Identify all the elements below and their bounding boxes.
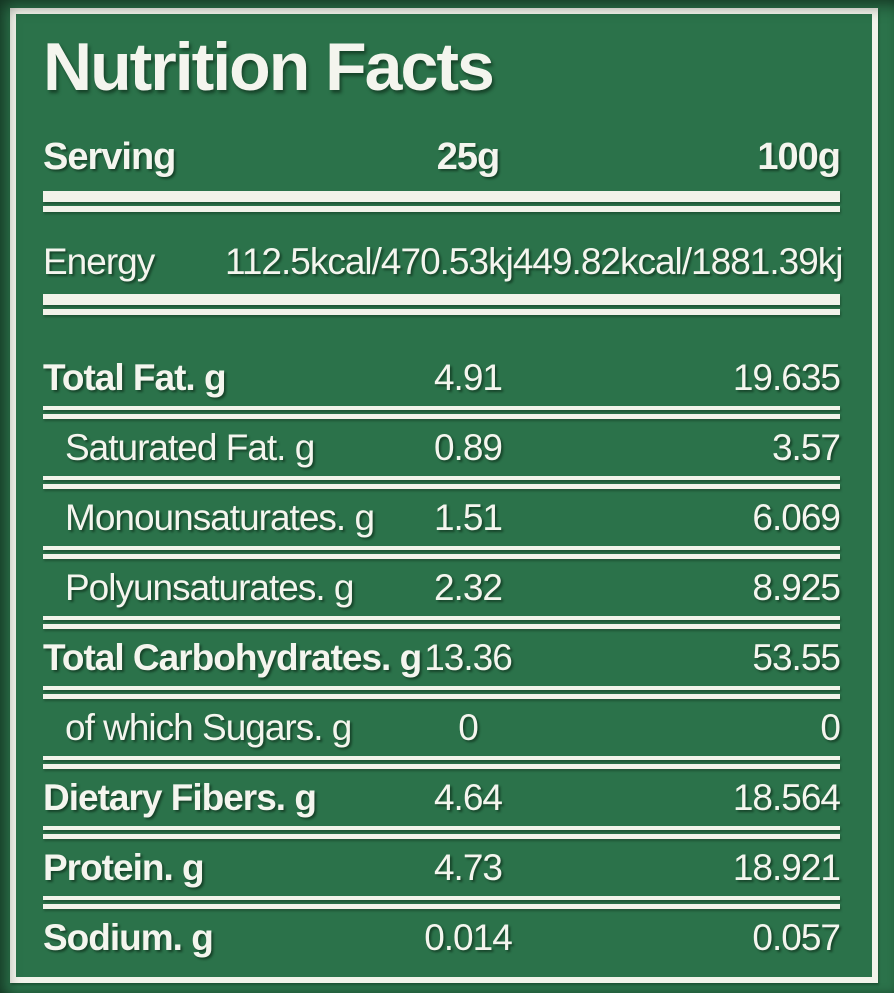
nutrient-label: Protein. g <box>43 846 205 888</box>
divider-double <box>43 756 840 769</box>
nutrient-table: Total Fat. g 4.91 19.635 Saturated Fat. g 0.… <box>43 349 841 966</box>
nutrient-value-small: 0 <box>458 706 479 748</box>
divider-double <box>43 686 840 699</box>
nutrient-row: Monounsaturates. g 1.51 6.069 <box>43 489 841 546</box>
nutrient-label: Saturated Fat. g <box>65 426 315 468</box>
divider-double <box>43 546 840 559</box>
serving-size-small: 25g <box>436 135 500 178</box>
nutrient-value-large: 19.635 <box>732 356 841 398</box>
nutrient-row: Dietary Fibers. g 4.64 18.564 <box>43 769 841 826</box>
nutrient-value-large: 8.925 <box>752 566 841 608</box>
energy-value-large: 449.82kcal/1881.39kj <box>512 241 844 282</box>
divider-double <box>43 896 840 909</box>
energy-label: Energy <box>43 241 155 282</box>
energy-row: Energy 112.5kcal/470.53kj 449.82kcal/188… <box>43 238 844 286</box>
nutrient-row: Polyunsaturates. g 2.32 8.925 <box>43 559 841 616</box>
nutrient-label: Total Carbohydrates. g <box>43 636 422 678</box>
nutrient-value-small: 13.36 <box>424 636 513 678</box>
nutrient-row: of which Sugars. g 0 0 <box>43 699 841 756</box>
nutrient-value-small: 0.89 <box>433 426 503 468</box>
nutrient-value-large: 3.57 <box>771 426 841 468</box>
nutrient-label: Total Fat. g <box>43 356 227 398</box>
divider-double <box>43 826 840 839</box>
label-frame <box>10 8 878 983</box>
nutrient-label: Sodium. g <box>43 916 214 958</box>
nutrient-value-large: 18.564 <box>732 776 841 818</box>
nutrient-value-small: 2.32 <box>433 566 503 608</box>
nutrient-label: Polyunsaturates. g <box>65 566 354 608</box>
nutrient-value-large: 0.057 <box>752 916 841 958</box>
divider-double <box>43 616 840 629</box>
serving-header-row: Serving 25g 100g <box>43 132 841 182</box>
nutrient-label: Monounsaturates. g <box>65 496 375 538</box>
energy-value-small: 112.5kcal/470.53kj <box>225 241 514 282</box>
serving-label: Serving <box>43 135 176 178</box>
label-title: Nutrition Facts <box>43 29 495 105</box>
nutrient-row: Sodium. g 0.014 0.057 <box>43 909 841 966</box>
serving-size-large: 100g <box>757 135 841 178</box>
nutrient-row: Total Carbohydrates. g 13.36 53.55 <box>43 629 841 686</box>
nutrient-value-small: 4.64 <box>433 776 503 818</box>
nutrient-value-large: 0 <box>820 706 841 748</box>
nutrient-row: Saturated Fat. g 0.89 3.57 <box>43 419 841 476</box>
nutrient-value-small: 1.51 <box>433 496 503 538</box>
nutrient-value-large: 6.069 <box>752 496 841 538</box>
nutrient-row: Total Fat. g 4.91 19.635 <box>43 349 841 406</box>
divider-double <box>43 476 840 489</box>
nutrient-value-large: 53.55 <box>752 636 841 678</box>
nutrient-value-small: 0.014 <box>424 916 513 958</box>
nutrient-label: of which Sugars. g <box>65 706 352 748</box>
nutrient-value-small: 4.91 <box>433 356 503 398</box>
divider-thick <box>43 191 840 212</box>
divider-thick <box>43 294 840 315</box>
nutrient-value-large: 18.921 <box>732 846 841 888</box>
nutrition-facts-label: Nutrition Facts Serving 25g 100g Energy … <box>16 14 872 977</box>
nutrient-value-small: 4.73 <box>433 846 503 888</box>
nutrient-label: Dietary Fibers. g <box>43 776 317 818</box>
divider-double <box>43 406 840 419</box>
nutrient-row: Protein. g 4.73 18.921 <box>43 839 841 896</box>
